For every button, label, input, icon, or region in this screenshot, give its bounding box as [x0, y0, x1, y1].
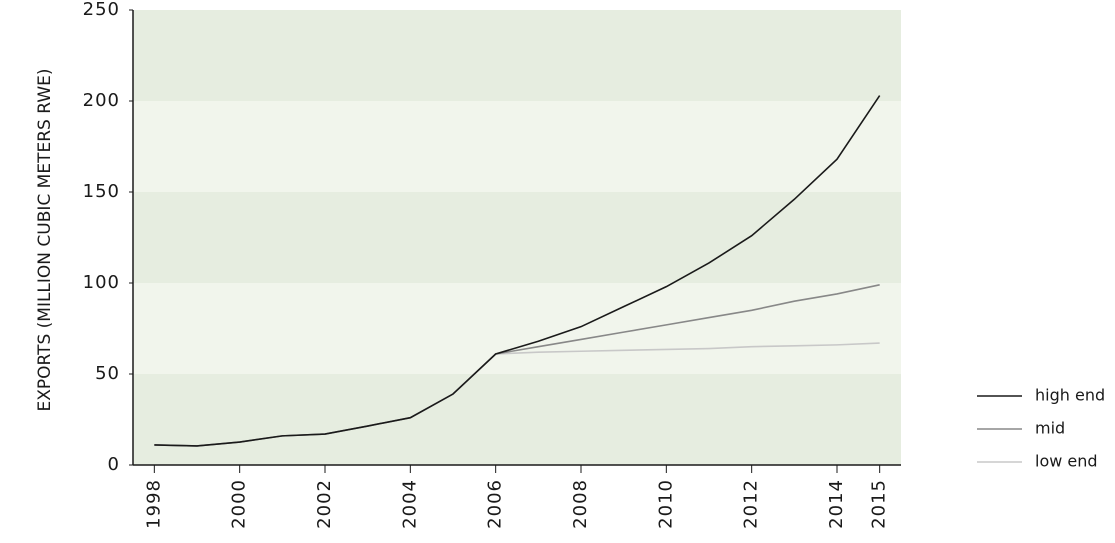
y-tick-label: 150 — [83, 181, 120, 202]
legend-label: low end — [1035, 452, 1098, 471]
y-axis-label: EXPORTS (MILLION CUBIC METERS RWE) — [35, 68, 55, 411]
legend-label: mid — [1035, 419, 1065, 438]
x-tick-label: 2015 — [869, 479, 890, 529]
y-tick-label: 0 — [108, 454, 120, 475]
x-tick-label: 2002 — [314, 479, 335, 529]
x-tick-label: 1998 — [143, 479, 164, 529]
x-tick-label: 2012 — [741, 479, 762, 529]
y-tick-label: 250 — [83, 0, 120, 20]
x-tick-label: 2000 — [229, 479, 250, 529]
x-tick-label: 2010 — [655, 479, 676, 529]
y-tick-label: 100 — [83, 272, 120, 293]
band — [133, 192, 901, 283]
x-tick-label: 2004 — [399, 479, 420, 529]
y-tick-label: 50 — [95, 363, 120, 384]
x-tick-label: 2006 — [485, 479, 506, 529]
x-tick-label: 2008 — [570, 479, 591, 529]
band — [133, 10, 901, 101]
series-line — [154, 95, 881, 447]
legend-label: high end — [1035, 386, 1105, 405]
band — [133, 283, 901, 374]
y-tick-label: 200 — [83, 90, 120, 111]
band — [133, 101, 901, 192]
band — [133, 374, 901, 465]
x-tick-label: 2014 — [826, 479, 847, 529]
